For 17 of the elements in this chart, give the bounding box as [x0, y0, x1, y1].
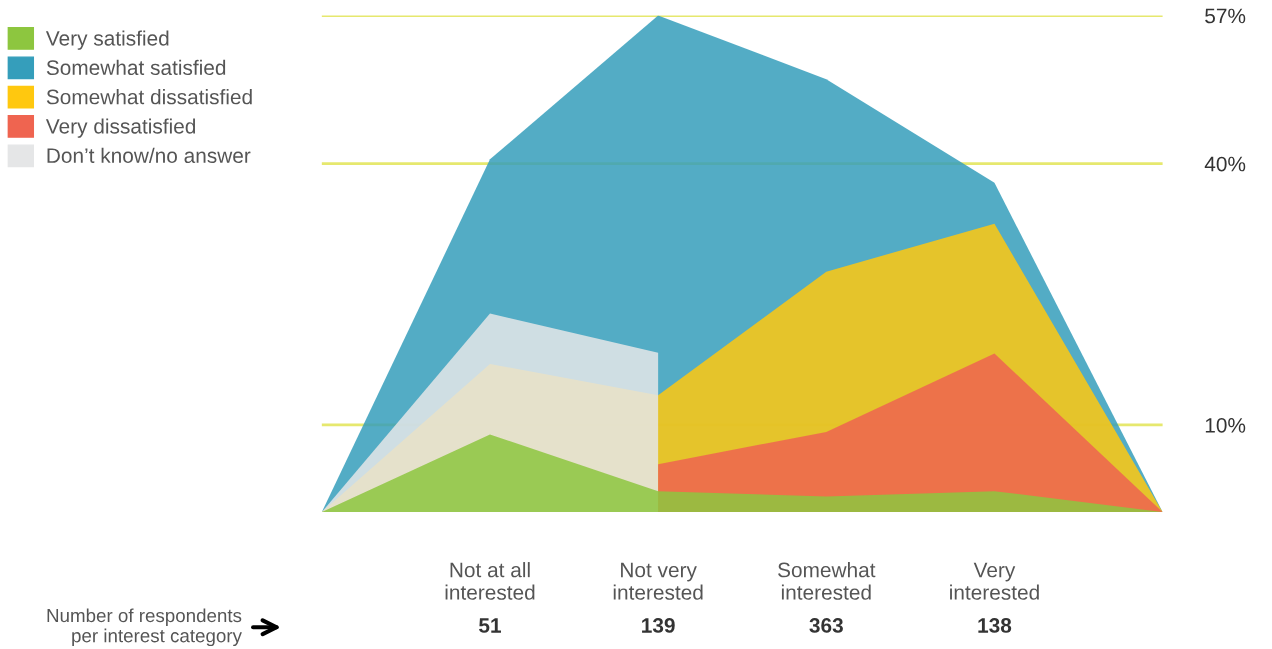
legend-label: Very dissatisfied: [45, 118, 196, 138]
y-tick-label: 40%: [1204, 156, 1246, 172]
y-tick-label: 10%: [1205, 417, 1246, 433]
text: 139: [642, 618, 675, 633]
x-tick-label: Somewhat interested: [778, 562, 876, 600]
legend-label: Don’t know/no answer: [47, 147, 251, 164]
x-tick-label: Not at all interested: [445, 562, 535, 600]
y-tick-label: 57%: [1205, 8, 1246, 24]
text: 51: [479, 618, 501, 633]
text: 138: [978, 618, 1012, 633]
legend-label: Somewhat satisfied: [46, 59, 226, 76]
x-tick-label: Not very interested: [613, 562, 703, 600]
legend-label: Somewhat dissatisfied: [46, 89, 252, 105]
text: Number of respondents per interest category: [47, 608, 242, 647]
legend-label: Very satisfied: [45, 30, 169, 50]
x-tick-label: Very interested: [950, 562, 1039, 600]
text: 363: [809, 618, 843, 633]
